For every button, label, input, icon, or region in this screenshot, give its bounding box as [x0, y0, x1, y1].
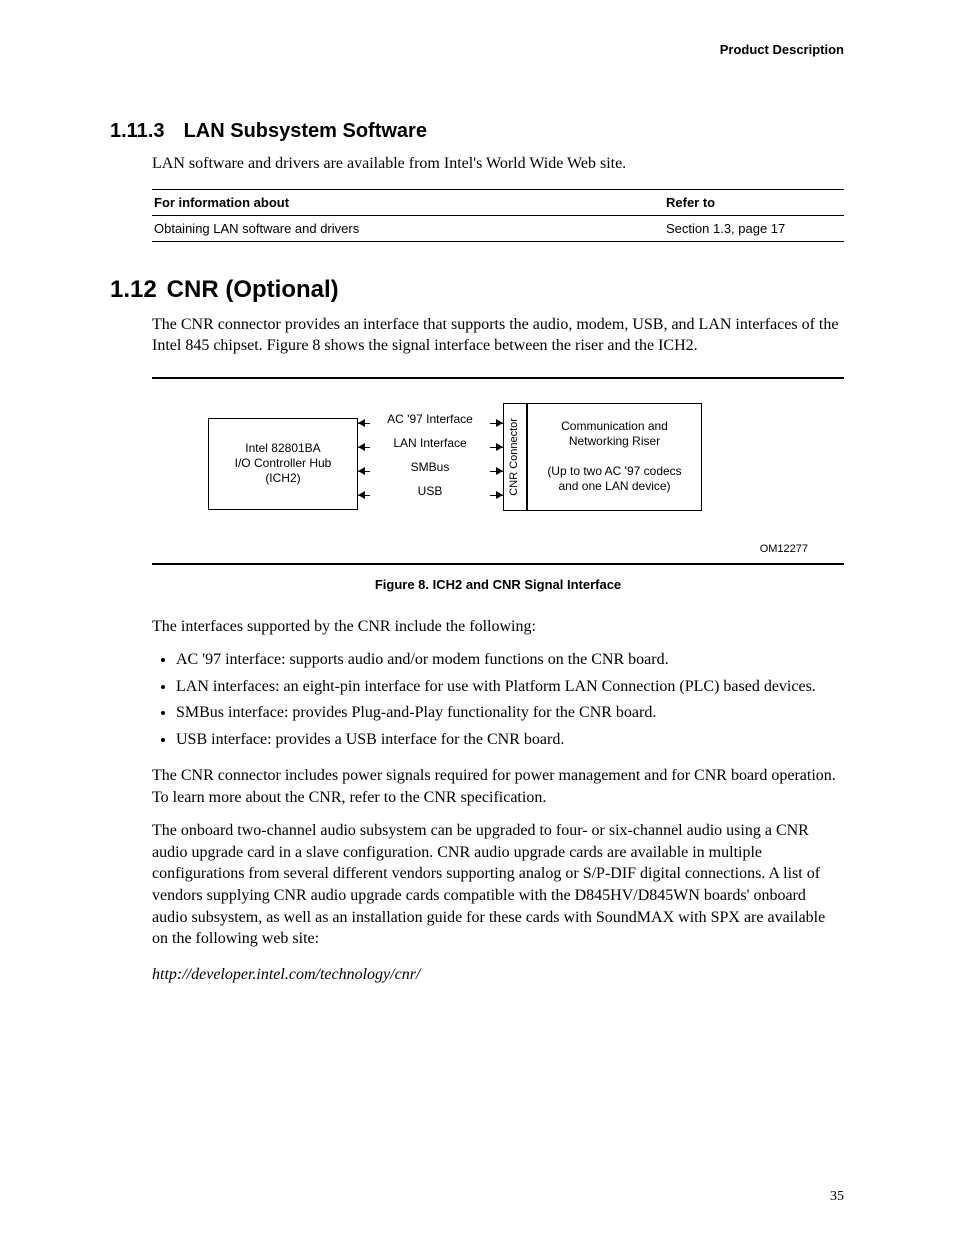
section-heading-1-12: 1.12 CNR (Optional) — [110, 276, 844, 304]
list-intro-paragraph: The interfaces supported by the CNR incl… — [152, 616, 844, 638]
section-number: 1.12 — [110, 276, 160, 304]
signal-label-usb: USB — [370, 484, 490, 498]
cnr-intro-paragraph: The CNR connector provides an interface … — [152, 314, 844, 357]
signal-label-lan: LAN Interface — [370, 436, 490, 450]
signal-label-ac97: AC '97 Interface — [370, 412, 490, 426]
section-body-1-11-3: LAN software and drivers are available f… — [152, 153, 844, 242]
cnr-interfaces-list: AC '97 interface: supports audio and/or … — [152, 649, 844, 751]
section-number: 1.11.3 — [110, 120, 178, 143]
url-text: http://developer.intel.com/technology/cn… — [152, 966, 420, 983]
section-body-1-12: The CNR connector provides an interface … — [152, 314, 844, 984]
table-header-refer: Refer to — [664, 189, 844, 215]
figure-8-diagram: Intel 82801BA I/O Controller Hub (ICH2) … — [208, 403, 788, 553]
section-title: LAN Subsystem Software — [184, 120, 427, 142]
content-area: 1.11.3 LAN Subsystem Software LAN softwa… — [110, 42, 844, 984]
table-cell-refer: Section 1.3, page 17 — [664, 215, 844, 241]
signal-label-smbus: SMBus — [370, 460, 490, 474]
diagram-box-connector-label: CNR Connector — [508, 418, 522, 496]
figure-8-frame: Intel 82801BA I/O Controller Hub (ICH2) … — [152, 377, 844, 565]
section-heading-1-11-3: 1.11.3 LAN Subsystem Software — [110, 120, 844, 143]
cnr-power-paragraph: The CNR connector includes power signals… — [152, 765, 844, 808]
diagram-box-riser-label: Communication and Networking Riser (Up t… — [547, 419, 681, 494]
page: Product Description 35 1.11.3 LAN Subsys… — [0, 0, 954, 1235]
diagram-box-riser: Communication and Networking Riser (Up t… — [527, 403, 702, 511]
table-row: Obtaining LAN software and drivers Secti… — [152, 215, 844, 241]
cnr-audio-upgrade-paragraph: The onboard two-channel audio subsystem … — [152, 820, 844, 950]
running-head: Product Description — [720, 42, 844, 57]
list-item: AC '97 interface: supports audio and/or … — [176, 649, 844, 671]
figure-om-code: OM12277 — [760, 543, 808, 555]
intro-paragraph: LAN software and drivers are available f… — [152, 153, 844, 175]
cnr-url[interactable]: http://developer.intel.com/technology/cn… — [152, 966, 844, 984]
table-cell-info: Obtaining LAN software and drivers — [152, 215, 664, 241]
page-number: 35 — [830, 1189, 844, 1205]
list-item: LAN interfaces: an eight-pin interface f… — [176, 676, 844, 698]
reference-table: For information about Refer to Obtaining… — [152, 189, 844, 242]
figure-8-caption: Figure 8. ICH2 and CNR Signal Interface — [152, 577, 844, 592]
diagram-box-ich2-label: Intel 82801BA I/O Controller Hub (ICH2) — [235, 441, 332, 486]
list-item: USB interface: provides a USB interface … — [176, 729, 844, 751]
section-title: CNR (Optional) — [167, 276, 339, 303]
table-header-info: For information about — [152, 189, 664, 215]
diagram-box-connector: CNR Connector — [503, 403, 527, 511]
list-item: SMBus interface: provides Plug-and-Play … — [176, 702, 844, 724]
diagram-box-ich2: Intel 82801BA I/O Controller Hub (ICH2) — [208, 418, 358, 510]
